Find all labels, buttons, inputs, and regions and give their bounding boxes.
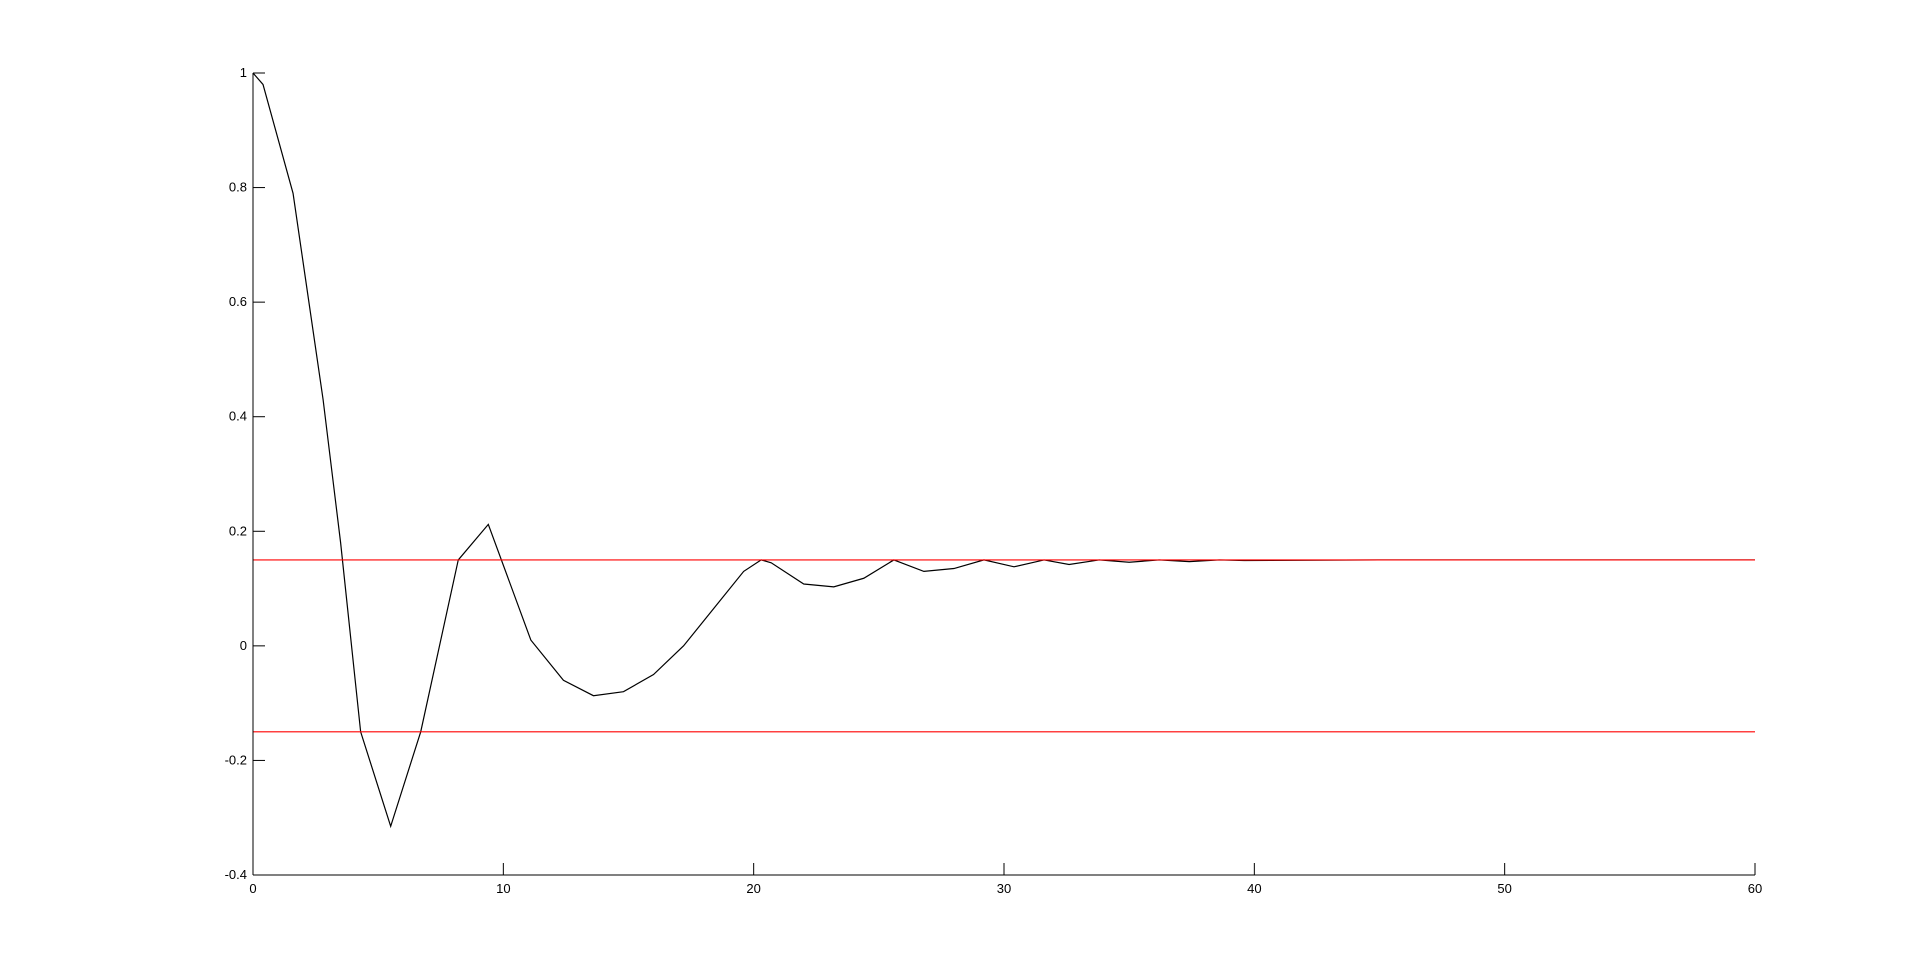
- y-tick-label: 0.2: [229, 523, 247, 538]
- plot-area: [253, 73, 1755, 875]
- tick-labels: 0 10 20 30 40 50 60 -0.4 -0.2 0 0.2 0.4 0.6 0.8 1: [225, 65, 1763, 896]
- y-tick-label: 0.8: [229, 180, 247, 195]
- axes: [252, 72, 1756, 876]
- x-tick-label: 10: [496, 881, 510, 896]
- x-tick-label: 50: [1497, 881, 1511, 896]
- y-tick-label: 0.6: [229, 294, 247, 309]
- series-layer: [252, 72, 1755, 829]
- x-tick-label: 60: [1748, 881, 1762, 896]
- x-tick-label: 30: [997, 881, 1011, 896]
- y-tick-label: -0.2: [225, 752, 247, 767]
- x-tick-label: 40: [1247, 881, 1261, 896]
- y-tick-label: 0.4: [229, 409, 247, 424]
- x-tick-label: 20: [746, 881, 760, 896]
- y-tick-label: -0.4: [225, 867, 247, 882]
- y-tick-label: 1: [240, 65, 247, 80]
- y-tick-label: 0: [240, 638, 247, 653]
- plot-background: [253, 73, 1755, 875]
- x-tick-label: 0: [249, 881, 256, 896]
